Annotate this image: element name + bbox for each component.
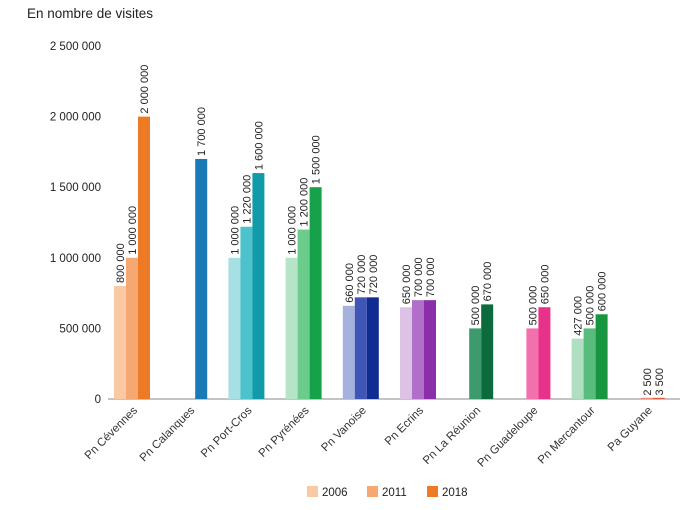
bar: [481, 304, 494, 399]
bar: [252, 173, 265, 399]
x-tick-label: Pn Calanques: [138, 404, 198, 464]
bar: [240, 226, 253, 399]
x-tick-label: Pn Cévennes: [83, 404, 140, 461]
y-axis-title: En nombre de visites: [27, 6, 154, 21]
bar: [342, 305, 355, 399]
bar: [652, 397, 665, 399]
bar: [297, 229, 310, 399]
y-tick-label: 0: [95, 394, 101, 406]
legend-swatch: [427, 486, 438, 497]
bar: [285, 257, 298, 399]
data-label: 500 000: [527, 286, 539, 326]
data-label: 700 000: [413, 257, 425, 297]
y-tick-label: 2 000 000: [50, 112, 101, 124]
bar: [354, 297, 367, 399]
data-label: 3 500: [654, 368, 666, 396]
bar: [228, 257, 241, 399]
bar: [400, 307, 412, 399]
data-label: 2 000 000: [139, 65, 151, 114]
bar: [366, 297, 379, 399]
bar: [309, 187, 322, 399]
data-label: 800 000: [115, 243, 127, 283]
x-tick-label: Pn Mercantour: [536, 405, 598, 467]
bar: [424, 300, 436, 399]
bar: [114, 286, 126, 399]
data-label: 2 500: [642, 368, 654, 396]
data-label: 670 000: [482, 262, 494, 302]
data-label: 1 700 000: [196, 107, 208, 156]
data-label: 600 000: [597, 272, 609, 312]
bar: [526, 328, 539, 399]
bar: [595, 314, 608, 399]
data-label: 1 220 000: [241, 175, 253, 224]
bar: [640, 397, 653, 399]
x-tick-label: Pn Guadeloupe: [476, 405, 541, 470]
data-label: 720 000: [356, 255, 368, 295]
bar: [538, 307, 551, 399]
x-tick-label: Pn La Réunion: [421, 405, 483, 467]
data-label: 1 000 000: [127, 206, 139, 255]
y-tick-label: 1 500 000: [50, 182, 101, 194]
x-tick-label: Pn Vanoise: [319, 405, 368, 454]
bar: [195, 158, 208, 399]
legend-swatch: [307, 486, 318, 497]
data-label: 1 600 000: [253, 121, 265, 170]
data-label: 500 000: [585, 286, 597, 326]
y-tick-label: 500 000: [59, 323, 101, 335]
data-label: 1 000 000: [229, 206, 241, 255]
data-label: 1 200 000: [299, 178, 311, 227]
legend-label: 2018: [442, 487, 468, 499]
x-tick-label: Pn Port-Cros: [199, 404, 255, 460]
bar: [469, 328, 482, 399]
data-label: 720 000: [368, 255, 380, 295]
data-label: 500 000: [470, 286, 482, 326]
data-label: 660 000: [344, 263, 356, 303]
legend-label: 2011: [382, 487, 407, 499]
y-tick-label: 2 500 000: [50, 41, 101, 53]
bar: [571, 338, 584, 399]
y-tick-label: 1 000 000: [50, 253, 101, 265]
x-tick-label: Pa Guyane: [606, 405, 655, 454]
legend-swatch: [367, 486, 378, 497]
legend-label: 2006: [322, 487, 348, 499]
x-tick-label: Pn Ecrins: [383, 404, 426, 447]
data-label: 650 000: [401, 264, 413, 304]
data-label: 700 000: [425, 257, 437, 297]
bar: [583, 328, 596, 399]
bar: [138, 116, 150, 399]
data-label: 1 000 000: [287, 206, 299, 255]
x-tick-label: Pn Pyrénées: [257, 404, 312, 459]
data-label: 427 000: [573, 296, 585, 336]
data-label: 650 000: [539, 264, 551, 304]
bar: [412, 300, 424, 399]
bar: [126, 257, 138, 399]
data-label: 1 500 000: [311, 135, 323, 184]
